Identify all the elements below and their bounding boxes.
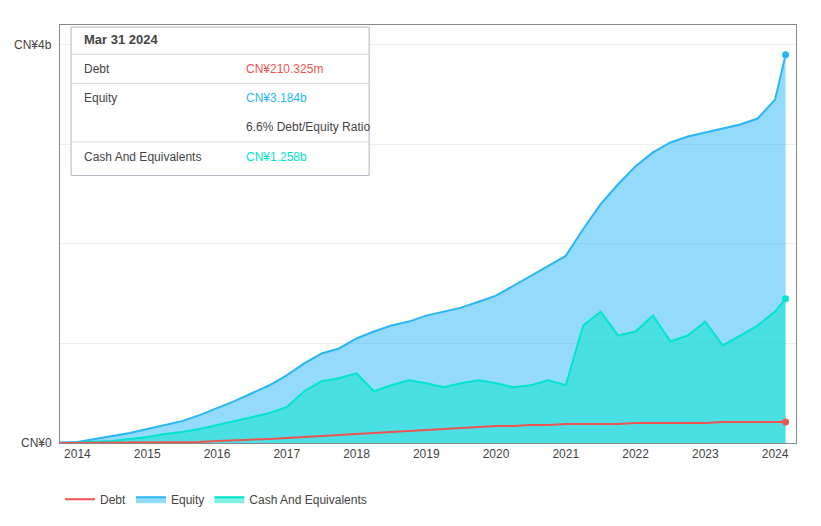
- svg-text:2022: 2022: [622, 447, 649, 461]
- svg-text:2014: 2014: [64, 447, 91, 461]
- svg-text:Mar 31 2024: Mar 31 2024: [84, 32, 158, 47]
- svg-text:Equity: Equity: [84, 91, 117, 105]
- svg-text:Equity: Equity: [171, 493, 204, 507]
- svg-text:CN¥4b: CN¥4b: [14, 38, 52, 52]
- svg-text:CN¥3.184b: CN¥3.184b: [246, 91, 307, 105]
- svg-text:2021: 2021: [552, 447, 579, 461]
- svg-text:CN¥210.325m: CN¥210.325m: [246, 62, 323, 76]
- svg-text:2016: 2016: [204, 447, 231, 461]
- svg-text:CN¥1.258b: CN¥1.258b: [246, 150, 307, 164]
- svg-text:Debt: Debt: [100, 493, 126, 507]
- svg-text:Debt: Debt: [84, 62, 110, 76]
- svg-text:Cash And Equivalents: Cash And Equivalents: [84, 150, 201, 164]
- svg-text:2017: 2017: [273, 447, 300, 461]
- svg-text:2024: 2024: [762, 447, 789, 461]
- svg-text:Cash And Equivalents: Cash And Equivalents: [249, 493, 366, 507]
- svg-text:2018: 2018: [343, 447, 370, 461]
- svg-text:2023: 2023: [692, 447, 719, 461]
- svg-text:CN¥0: CN¥0: [21, 436, 52, 450]
- svg-text:2019: 2019: [413, 447, 440, 461]
- svg-text:2020: 2020: [483, 447, 510, 461]
- svg-text:6.6% Debt/Equity Ratio: 6.6% Debt/Equity Ratio: [246, 120, 370, 134]
- svg-text:2015: 2015: [134, 447, 161, 461]
